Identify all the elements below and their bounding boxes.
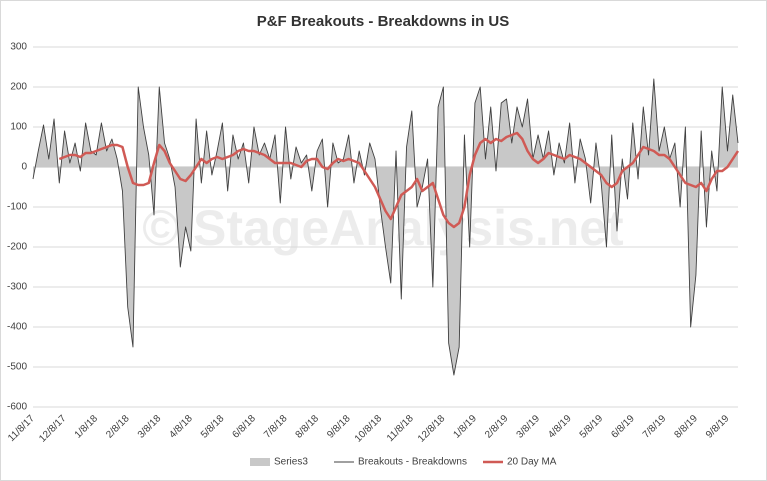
- y-tick-label: -500: [7, 362, 27, 373]
- y-tick-label: 300: [10, 42, 27, 53]
- y-tick-label: -300: [7, 282, 27, 293]
- legend-swatch: [250, 458, 270, 466]
- legend-label: Breakouts - Breakdowns: [358, 457, 467, 468]
- y-tick-label: -400: [7, 322, 27, 333]
- y-tick-label: 0: [21, 162, 27, 173]
- y-tick-label: 100: [10, 122, 27, 133]
- chart-title: P&F Breakouts - Breakdowns in US: [257, 13, 510, 30]
- y-tick-label: -600: [7, 402, 27, 413]
- line: [58, 131, 740, 229]
- y-tick-label: -200: [7, 242, 27, 253]
- y-tick-label: 200: [10, 82, 27, 93]
- legend-label: 20 Day MA: [507, 457, 557, 468]
- y-tick-label: -100: [7, 202, 27, 213]
- legend-label: Series3: [274, 457, 308, 468]
